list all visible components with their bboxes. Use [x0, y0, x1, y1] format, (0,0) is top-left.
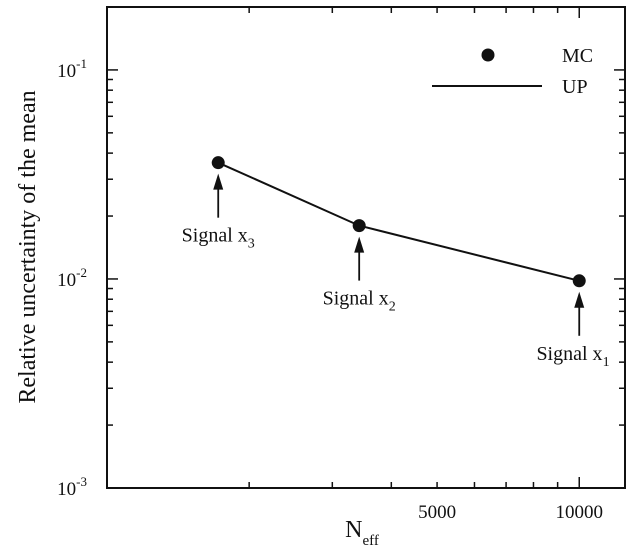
legend-mc-label: MC	[562, 45, 593, 67]
y-tick-exponent: -3	[76, 474, 87, 489]
annotation-label-base: Signal x	[536, 343, 602, 365]
legend: MC UP	[432, 45, 593, 98]
mc-point	[353, 219, 366, 232]
y-axis-title: Relative uncertainty of the mean	[15, 90, 41, 403]
y-tick-mantissa: 10	[57, 270, 76, 291]
annotation-arrow-head	[213, 174, 223, 190]
y-tick-exponent: -2	[76, 265, 87, 280]
x-axis: 5000 10000	[418, 502, 603, 523]
y-tick-mantissa: 10	[57, 61, 76, 82]
annotation-arrow-head	[574, 292, 584, 308]
annotation-label-sub: 2	[389, 300, 396, 315]
y-axis: 10-110-210-3	[57, 56, 625, 500]
annotation-label-base: Signal x	[323, 288, 389, 310]
annotation-label: Signal x3	[182, 225, 255, 252]
annotation-label-base: Signal x	[182, 225, 248, 247]
y-tick-label: 10-2	[57, 265, 87, 291]
x-axis-title-base: N	[345, 517, 362, 543]
x-tick-label: 5000	[418, 502, 456, 523]
annotation-arrow-head	[354, 237, 364, 253]
y-tick-mantissa: 10	[57, 479, 76, 500]
annotation-label-sub: 1	[603, 355, 610, 370]
series-up	[218, 163, 579, 281]
annotation-label-sub: 3	[248, 237, 255, 252]
mc-point	[573, 274, 586, 287]
legend-up-label: UP	[562, 76, 588, 98]
legend-mc-marker	[482, 49, 495, 62]
annotation-label: Signal x1	[536, 343, 609, 370]
x-axis-title: Neff	[345, 517, 379, 549]
y-tick-exponent: -1	[76, 56, 87, 71]
annotation-label: Signal x2	[323, 288, 396, 315]
plot-frame	[107, 7, 625, 488]
minor-ticks	[107, 7, 625, 488]
up-line	[218, 163, 579, 281]
y-tick-label: 10-3	[57, 474, 87, 500]
x-axis-title-sub: eff	[362, 533, 378, 549]
x-tick-label: 10000	[555, 502, 603, 523]
y-tick-label: 10-1	[57, 56, 87, 82]
mc-point	[212, 156, 225, 169]
